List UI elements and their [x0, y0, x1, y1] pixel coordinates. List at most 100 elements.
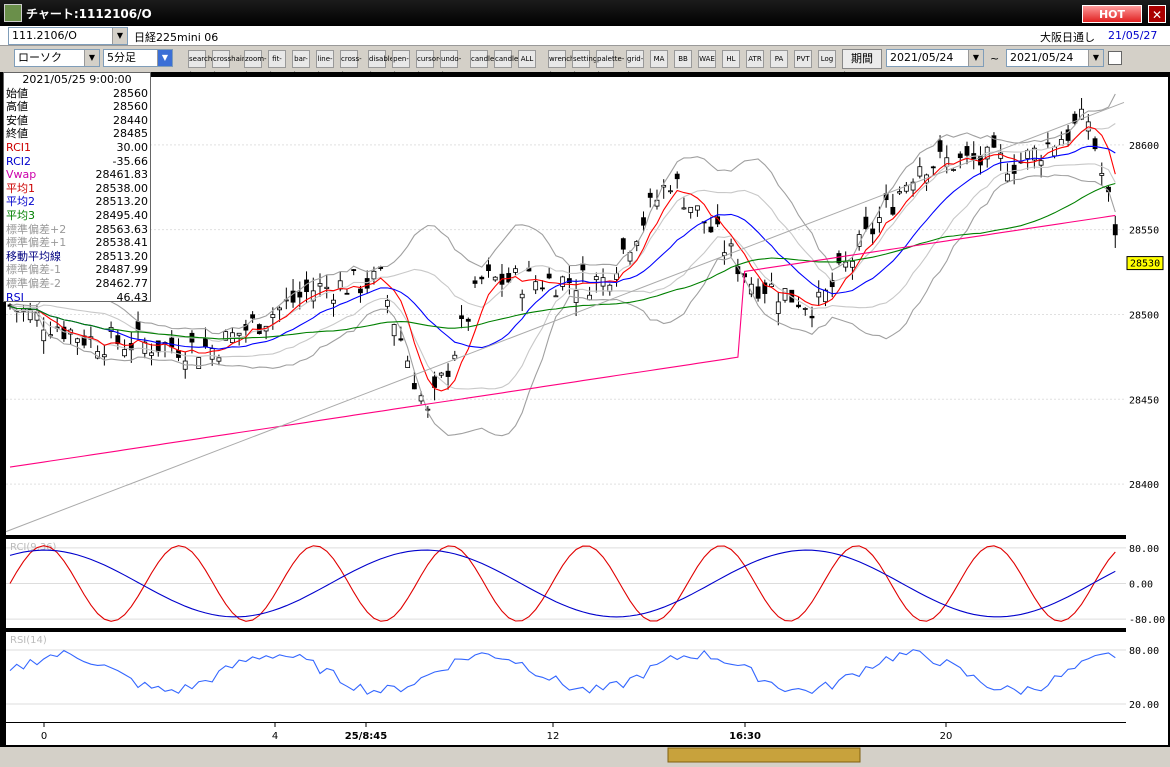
calendar-icon[interactable]: ▼: [1088, 50, 1103, 66]
candle-body: [398, 338, 404, 341]
trend-line: [5, 101, 1125, 533]
period-button[interactable]: 期間: [842, 49, 882, 69]
chevron-down-icon[interactable]: ▼: [84, 50, 99, 66]
date-from-value: 2021/05/24: [890, 51, 954, 64]
candle-body: [351, 269, 357, 271]
panel-row-value: 28560: [113, 86, 148, 100]
panel-row-label: 安値: [6, 113, 28, 127]
tool-hl-button[interactable]: HL: [722, 50, 740, 68]
symbol-select[interactable]: 111.2106/O ▼: [8, 27, 128, 45]
candle-body: [917, 166, 923, 177]
candle-body: [243, 324, 249, 331]
candle-body: [472, 280, 478, 284]
x-tick-label: 25/8:45: [345, 731, 387, 742]
tool-pvt-button[interactable]: PVT: [794, 50, 812, 68]
panel-datetime: 2021/05/25 9:00:00: [22, 73, 132, 86]
x-axis-pane: [6, 723, 1126, 745]
candle-body: [250, 314, 256, 319]
undo-icon[interactable]: undo-icon: [440, 50, 461, 79]
panel-row: 高値 28560: [6, 100, 148, 114]
candle-body: [782, 288, 788, 301]
wrench-icon[interactable]: wrench-icon: [548, 50, 577, 79]
date-to-field[interactable]: 2021/05/24 ▼: [1006, 49, 1104, 67]
panel-row-label: RCI1: [6, 140, 32, 154]
candle-body: [708, 226, 714, 233]
candle-body: [1092, 138, 1098, 150]
candle-prev-icon[interactable]: candle-prev-icon: [470, 50, 497, 95]
panel-row-label: Vwap: [6, 168, 37, 182]
crosshair-icon[interactable]: crosshair-icon: [212, 50, 247, 79]
settings-icon[interactable]: settings-icon: [572, 50, 603, 79]
candle-body: [1099, 172, 1105, 176]
candle-body: [816, 291, 822, 298]
search-icon[interactable]: search-icon: [188, 50, 215, 79]
candle-body: [115, 335, 121, 345]
candle-next-icon[interactable]: candle-next-icon: [494, 50, 521, 95]
chart-area[interactable]: 28600 28550 28500 28450 28400 0 4 25/8:45 12 16:3…: [0, 72, 1170, 767]
pen-icon[interactable]: pen-icon: [392, 50, 410, 79]
candle-body: [890, 206, 896, 215]
cross-icon[interactable]: cross-icon: [340, 50, 362, 79]
candle-body: [277, 307, 282, 311]
fit-icon[interactable]: fit-icon: [268, 50, 286, 79]
candle-body: [1025, 150, 1031, 159]
symbol-row: 111.2106/O ▼ 日経225mini 06 大阪日通し 21/05/27: [0, 26, 1170, 46]
panel-rows: 始値 28560 高値 28560 安値 28440 終値 28485 RCI1 30.00 RCI…: [6, 87, 148, 305]
rci-tick-label: 0.00: [1129, 580, 1153, 591]
hot-badge[interactable]: HOT: [1082, 5, 1142, 23]
candle-body: [385, 300, 390, 307]
panel-row-label: 標準偏差+1: [6, 236, 67, 250]
candle-body: [695, 205, 700, 211]
y-tick-label: 28500: [1129, 310, 1159, 321]
candle-body: [203, 338, 208, 348]
tool-bb-button[interactable]: BB: [674, 50, 692, 68]
chevron-down-icon[interactable]: ▼: [112, 28, 127, 44]
candle-body: [519, 293, 525, 299]
candle-body: [957, 153, 963, 159]
palette-icon[interactable]: palette-icon: [596, 50, 624, 79]
panel-row: 平均3 28495.40: [6, 209, 148, 223]
calendar-icon[interactable]: ▼: [968, 50, 983, 66]
tool-atr-button[interactable]: ATR: [746, 50, 764, 68]
candle-body: [1031, 147, 1037, 161]
price-chart-svg[interactable]: 28600 28550 28500 28450 28400 0 4 25/8:45 12 16:3…: [0, 72, 1170, 767]
candle-body: [432, 376, 437, 388]
current-price-label: 28530: [1130, 259, 1160, 270]
tool-all-button[interactable]: ALL: [518, 50, 536, 68]
chevron-down-icon[interactable]: ▼: [157, 50, 172, 66]
panel-row-label: RCI2: [6, 154, 32, 168]
candle-body: [513, 268, 518, 273]
line-icon[interactable]: line-icon: [316, 50, 334, 79]
tool-pa-button[interactable]: PA: [770, 50, 788, 68]
candle-body: [236, 332, 242, 336]
panel-row-label: 終値: [6, 127, 28, 141]
candle-body: [829, 280, 835, 288]
candle-body: [937, 140, 943, 152]
candle-body: [486, 264, 491, 271]
candle-body: [903, 184, 909, 192]
panel-row: 始値 28560: [6, 87, 148, 101]
grid-icon[interactable]: grid-icon: [626, 50, 644, 79]
rsi-title: RSI(14): [10, 635, 47, 646]
chart-type-select[interactable]: ローソク ▼: [14, 49, 100, 67]
panel-row-value: 28461.83: [95, 168, 149, 182]
candle-body: [41, 329, 47, 342]
interval-select[interactable]: 5分足 ▼: [103, 49, 173, 67]
panel-row-value: 28538.00: [95, 181, 149, 195]
candle-body: [438, 372, 444, 376]
disabled-icon[interactable]: disabled-icon: [368, 50, 401, 79]
date-from-field[interactable]: 2021/05/24 ▼: [886, 49, 984, 67]
cursor-icon[interactable]: cursor-icon: [416, 50, 441, 79]
tool-log-button[interactable]: Log: [818, 50, 836, 68]
bar-icon[interactable]: bar-icon: [292, 50, 310, 79]
tool-ma-button[interactable]: MA: [650, 50, 668, 68]
candle-body: [802, 308, 808, 310]
candle-body: [358, 288, 363, 294]
candle-body: [364, 278, 370, 289]
tool-wae-button[interactable]: WAE: [698, 50, 716, 68]
candle-body: [479, 276, 485, 280]
zoom-icon[interactable]: zoom-icon: [244, 50, 267, 79]
close-button[interactable]: ✕: [1148, 5, 1166, 23]
period-checkbox[interactable]: [1108, 51, 1122, 65]
